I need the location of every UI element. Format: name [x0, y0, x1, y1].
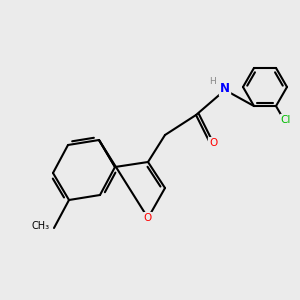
Text: CH₃: CH₃ — [32, 221, 50, 231]
Text: H: H — [210, 77, 216, 86]
Text: O: O — [144, 213, 152, 223]
Text: O: O — [209, 138, 217, 148]
Text: Cl: Cl — [281, 115, 291, 125]
Text: N: N — [220, 82, 230, 95]
